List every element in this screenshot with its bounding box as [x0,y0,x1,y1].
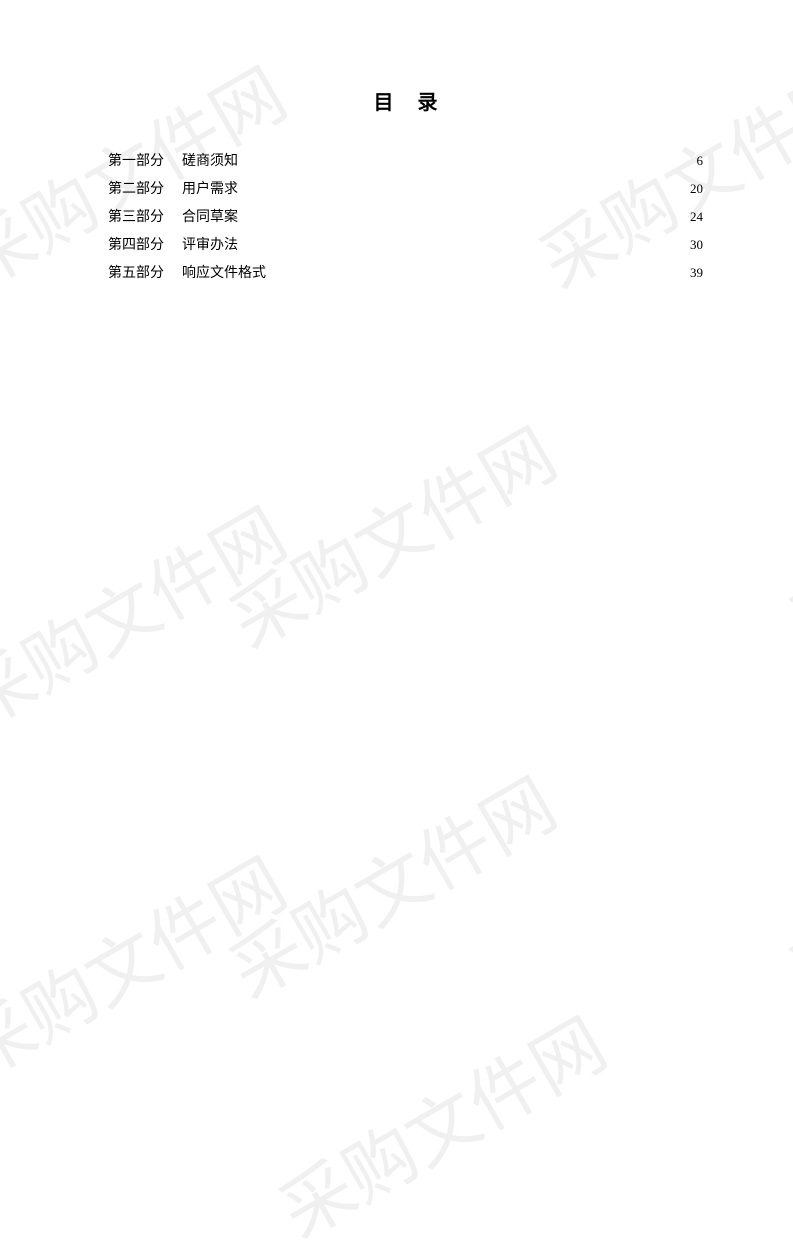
toc-item: 第四部分评审办法 30 [108,231,703,259]
toc-section-name: 响应文件格式 [182,260,266,288]
toc-section-name: 用户需求 [182,176,238,204]
watermark-text: 采购文件网 [768,747,793,1018]
toc-page-number: 39 [690,259,703,287]
toc-list: 第一部分磋商须知6第二部分用户需求20第三部分合同草案24第四部分评审办法30第… [108,147,703,287]
toc-section-name: 磋商须知 [182,148,238,176]
toc-part-label: 第三部分 [108,204,164,232]
page-title: 目录 [108,86,703,115]
toc-item: 第五部分响应文件格式 39 [108,259,703,287]
toc-leader-dots [240,209,688,223]
watermark-text: 采购文件网 [208,747,572,1018]
watermark-text: 采购文件网 [0,827,302,1098]
toc-item: 第三部分合同草案 24 [108,203,703,231]
toc-page-number: 30 [690,231,703,259]
toc-leader-dots [268,265,688,279]
watermark-text: 采购文件网 [258,987,622,1258]
toc-leader-dots [240,237,688,251]
toc-leader-dots [240,181,688,195]
watermark-text: 采购文件网 [768,397,793,668]
toc-part-label: 第二部分 [108,176,164,204]
toc-section-name: 合同草案 [182,204,238,232]
toc-section-name: 评审办法 [182,232,238,260]
toc-page-number: 24 [690,203,703,231]
watermark-text: 采购文件网 [208,397,572,668]
toc-part-label: 第五部分 [108,260,164,288]
toc-page-number: 6 [697,147,704,175]
toc-page-number: 20 [690,175,703,203]
watermark-text: 采购文件网 [0,477,302,748]
toc-part-label: 第一部分 [108,148,164,176]
toc-item: 第一部分磋商须知 6 [108,147,703,175]
toc-part-label: 第四部分 [108,232,164,260]
toc-leader-dots [240,153,695,167]
toc-item: 第二部分用户需求 20 [108,175,703,203]
